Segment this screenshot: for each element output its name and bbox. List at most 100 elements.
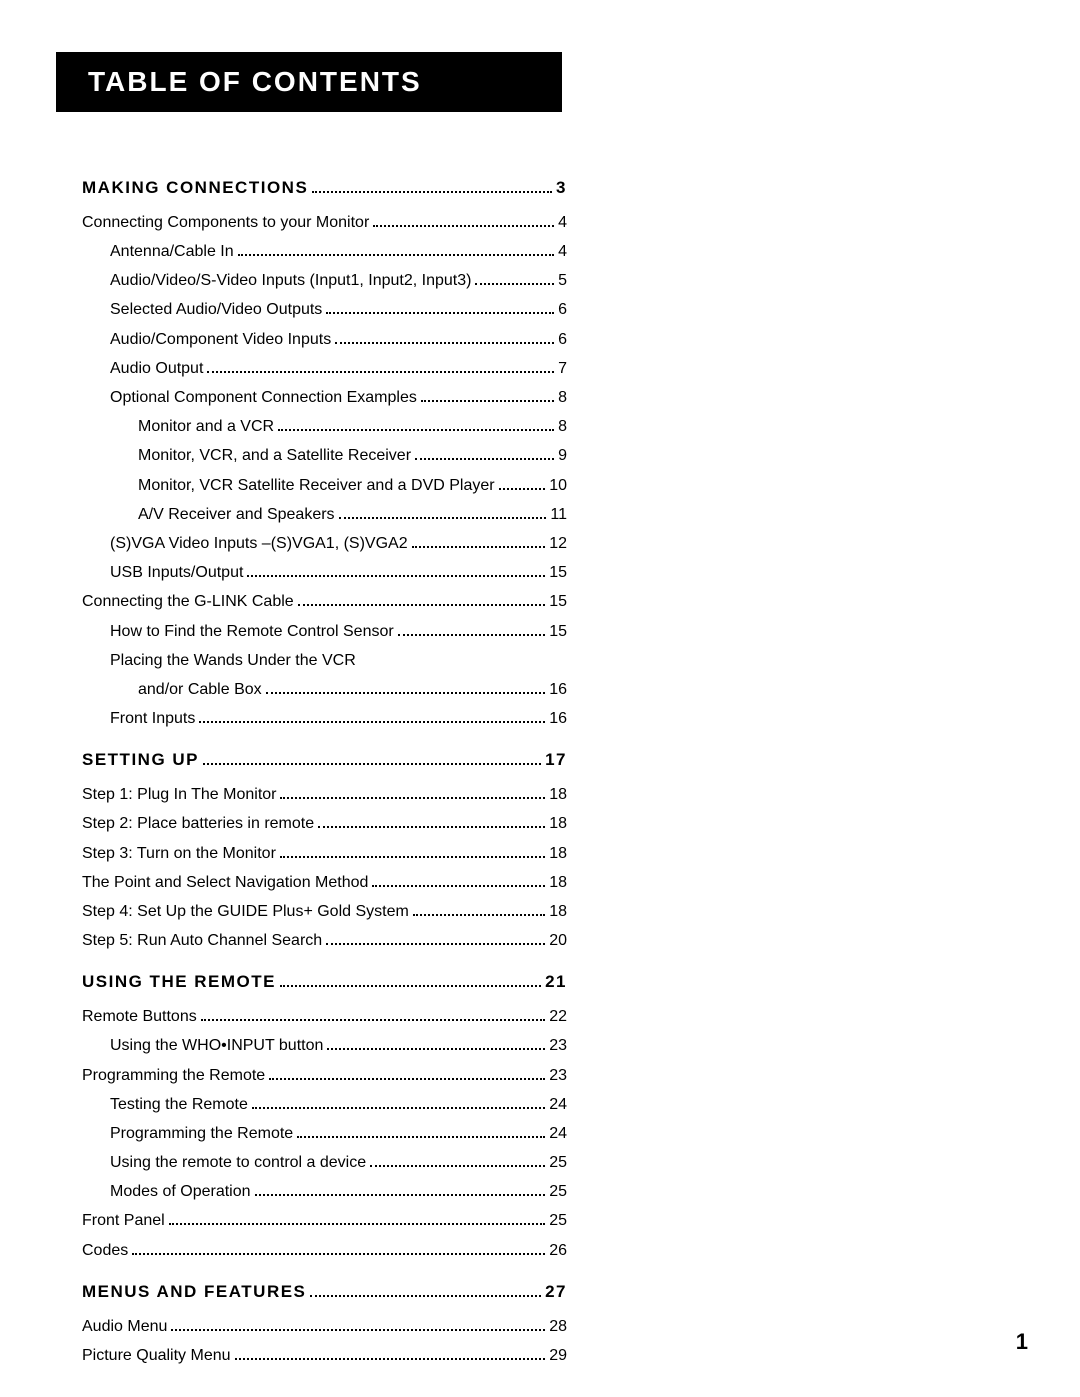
toc-entry: Programming the Remote23 [82,1062,567,1089]
toc-entry-label: How to Find the Remote Control Sensor [110,618,394,645]
toc-entry-label: Monitor and a VCR [138,413,274,440]
toc-entry-label: Step 3: Turn on the Monitor [82,840,276,867]
toc-entry-label: Remote Buttons [82,1003,197,1030]
toc-leader-dots [421,388,554,402]
toc-leader-dots [370,1153,545,1167]
toc-entry-page: 20 [549,927,567,954]
toc-entry-page: 16 [549,676,567,703]
toc-entry: Front Inputs16 [82,705,567,732]
toc-section-heading: Setting Up17 [82,746,567,775]
toc-leader-dots [326,300,554,314]
toc-leader-dots [412,534,546,548]
toc-entry-page: 12 [549,530,567,557]
toc-entry-page: 25 [549,1178,567,1205]
toc-leader-dots [132,1240,545,1254]
toc-entry-label: Antenna/Cable In [110,238,234,265]
toc-leader-dots [327,1036,545,1050]
toc-leader-dots [318,814,545,828]
toc-entry: Monitor, VCR Satellite Receiver and a DV… [82,472,567,499]
toc-leader-dots [269,1065,545,1079]
toc-entry-label: Step 5: Run Auto Channel Search [82,927,322,954]
toc-entry-page: 29 [549,1342,567,1369]
toc-entry: Audio Menu28 [82,1313,567,1340]
toc-heading-page: 27 [545,1278,567,1307]
toc-entry-page: 18 [549,840,567,867]
toc-entry-page: 23 [549,1032,567,1059]
toc-entry-page: 9 [558,442,567,469]
toc-entry-page: 15 [549,618,567,645]
toc-leader-dots [252,1094,545,1108]
toc-leader-dots [266,680,546,694]
toc-leader-dots [373,213,554,227]
toc-entry-label: Audio/Video/S-Video Inputs (Input1, Inpu… [110,267,471,294]
toc-heading-label: Making Connections [82,174,308,203]
toc-leader-dots [339,504,547,518]
toc-leader-dots [475,271,554,285]
toc-entry-page: 15 [549,559,567,586]
toc-entry-page: 15 [549,588,567,615]
toc-entry: Modes of Operation25 [82,1178,567,1205]
toc-entry-label: Codes [82,1237,128,1264]
toc-section-heading: Menus and Features 27 [82,1278,567,1307]
toc-entry: Connecting the G-LINK Cable 15 [82,588,567,615]
table-of-contents: Making Connections 3 Connecting Components… [82,160,567,1371]
toc-entry-page: 8 [558,413,567,440]
toc-entry: and/or Cable Box 16 [82,676,567,703]
toc-entry: Picture Quality Menu29 [82,1342,567,1369]
toc-leader-dots [413,902,545,916]
toc-entry-label: Using the remote to control a device [110,1149,366,1176]
toc-entry-page: 7 [558,355,567,382]
toc-entry-page: 8 [558,384,567,411]
toc-entry: Using the WHO•INPUT button 23 [82,1032,567,1059]
toc-entry-page: 26 [549,1237,567,1264]
toc-entry-page: 18 [549,869,567,896]
toc-entry-page: 23 [549,1062,567,1089]
header-title: Table of Contents [88,66,422,98]
toc-leader-dots [171,1316,545,1330]
toc-entry-label: Step 4: Set Up the GUIDE Plus+ Gold Syst… [82,898,409,925]
toc-leader-dots [255,1182,546,1196]
toc-entry: Using the remote to control a device 25 [82,1149,567,1176]
toc-leader-dots [201,1007,545,1021]
toc-leader-dots [310,1282,541,1296]
toc-leader-dots [335,329,554,343]
toc-leader-dots [280,785,545,799]
toc-leader-dots [415,446,554,460]
toc-entry-label: Connecting the G-LINK Cable [82,588,294,615]
toc-entry-page: 11 [550,501,567,528]
toc-leader-dots [280,973,541,987]
toc-entry: Remote Buttons 22 [82,1003,567,1030]
toc-entry: Step 2: Place batteries in remote 18 [82,810,567,837]
toc-entry-page: 18 [549,810,567,837]
header-bar: Table of Contents [56,52,562,112]
toc-entry-label: A/V Receiver and Speakers [138,501,335,528]
toc-entry-label: Audio/Component Video Inputs [110,326,331,353]
toc-entry: Selected Audio/Video Outputs6 [82,296,567,323]
toc-entry-label: Using the WHO•INPUT button [110,1032,323,1059]
toc-entry-label: Optional Component Connection Examples [110,384,417,411]
toc-heading-label: Menus and Features [82,1278,306,1307]
toc-entry-label: and/or Cable Box [138,676,262,703]
toc-entry: Programming the Remote24 [82,1120,567,1147]
toc-entry: How to Find the Remote Control Sensor 15 [82,618,567,645]
toc-entry-label: USB Inputs/Output [110,559,243,586]
toc-entry: Audio/Video/S-Video Inputs (Input1, Inpu… [82,267,567,294]
toc-entry: USB Inputs/Output 15 [82,559,567,586]
toc-entry-label: Programming the Remote [110,1120,293,1147]
toc-heading-page: 3 [556,174,567,203]
toc-entry-page: 22 [549,1003,567,1030]
toc-section-heading: Making Connections 3 [82,174,567,203]
toc-entry-label: Step 2: Place batteries in remote [82,810,314,837]
toc-leader-dots [235,1346,546,1360]
toc-entry-page: 25 [549,1149,567,1176]
toc-entry: A/V Receiver and Speakers 11 [82,501,567,528]
toc-entry-label: (S)VGA Video Inputs –(S)VGA1, (S)VGA2 [110,530,408,557]
toc-leader-dots [312,179,552,193]
toc-entry: Connecting Components to your Monitor4 [82,209,567,236]
toc-heading-label: Setting Up [82,746,199,775]
toc-entry: Front Panel25 [82,1207,567,1234]
toc-entry: Monitor, VCR, and a Satellite Receiver9 [82,442,567,469]
toc-leader-dots [372,872,545,886]
toc-leader-dots [326,931,545,945]
toc-entry-label: Placing the Wands Under the VCR [110,647,356,674]
